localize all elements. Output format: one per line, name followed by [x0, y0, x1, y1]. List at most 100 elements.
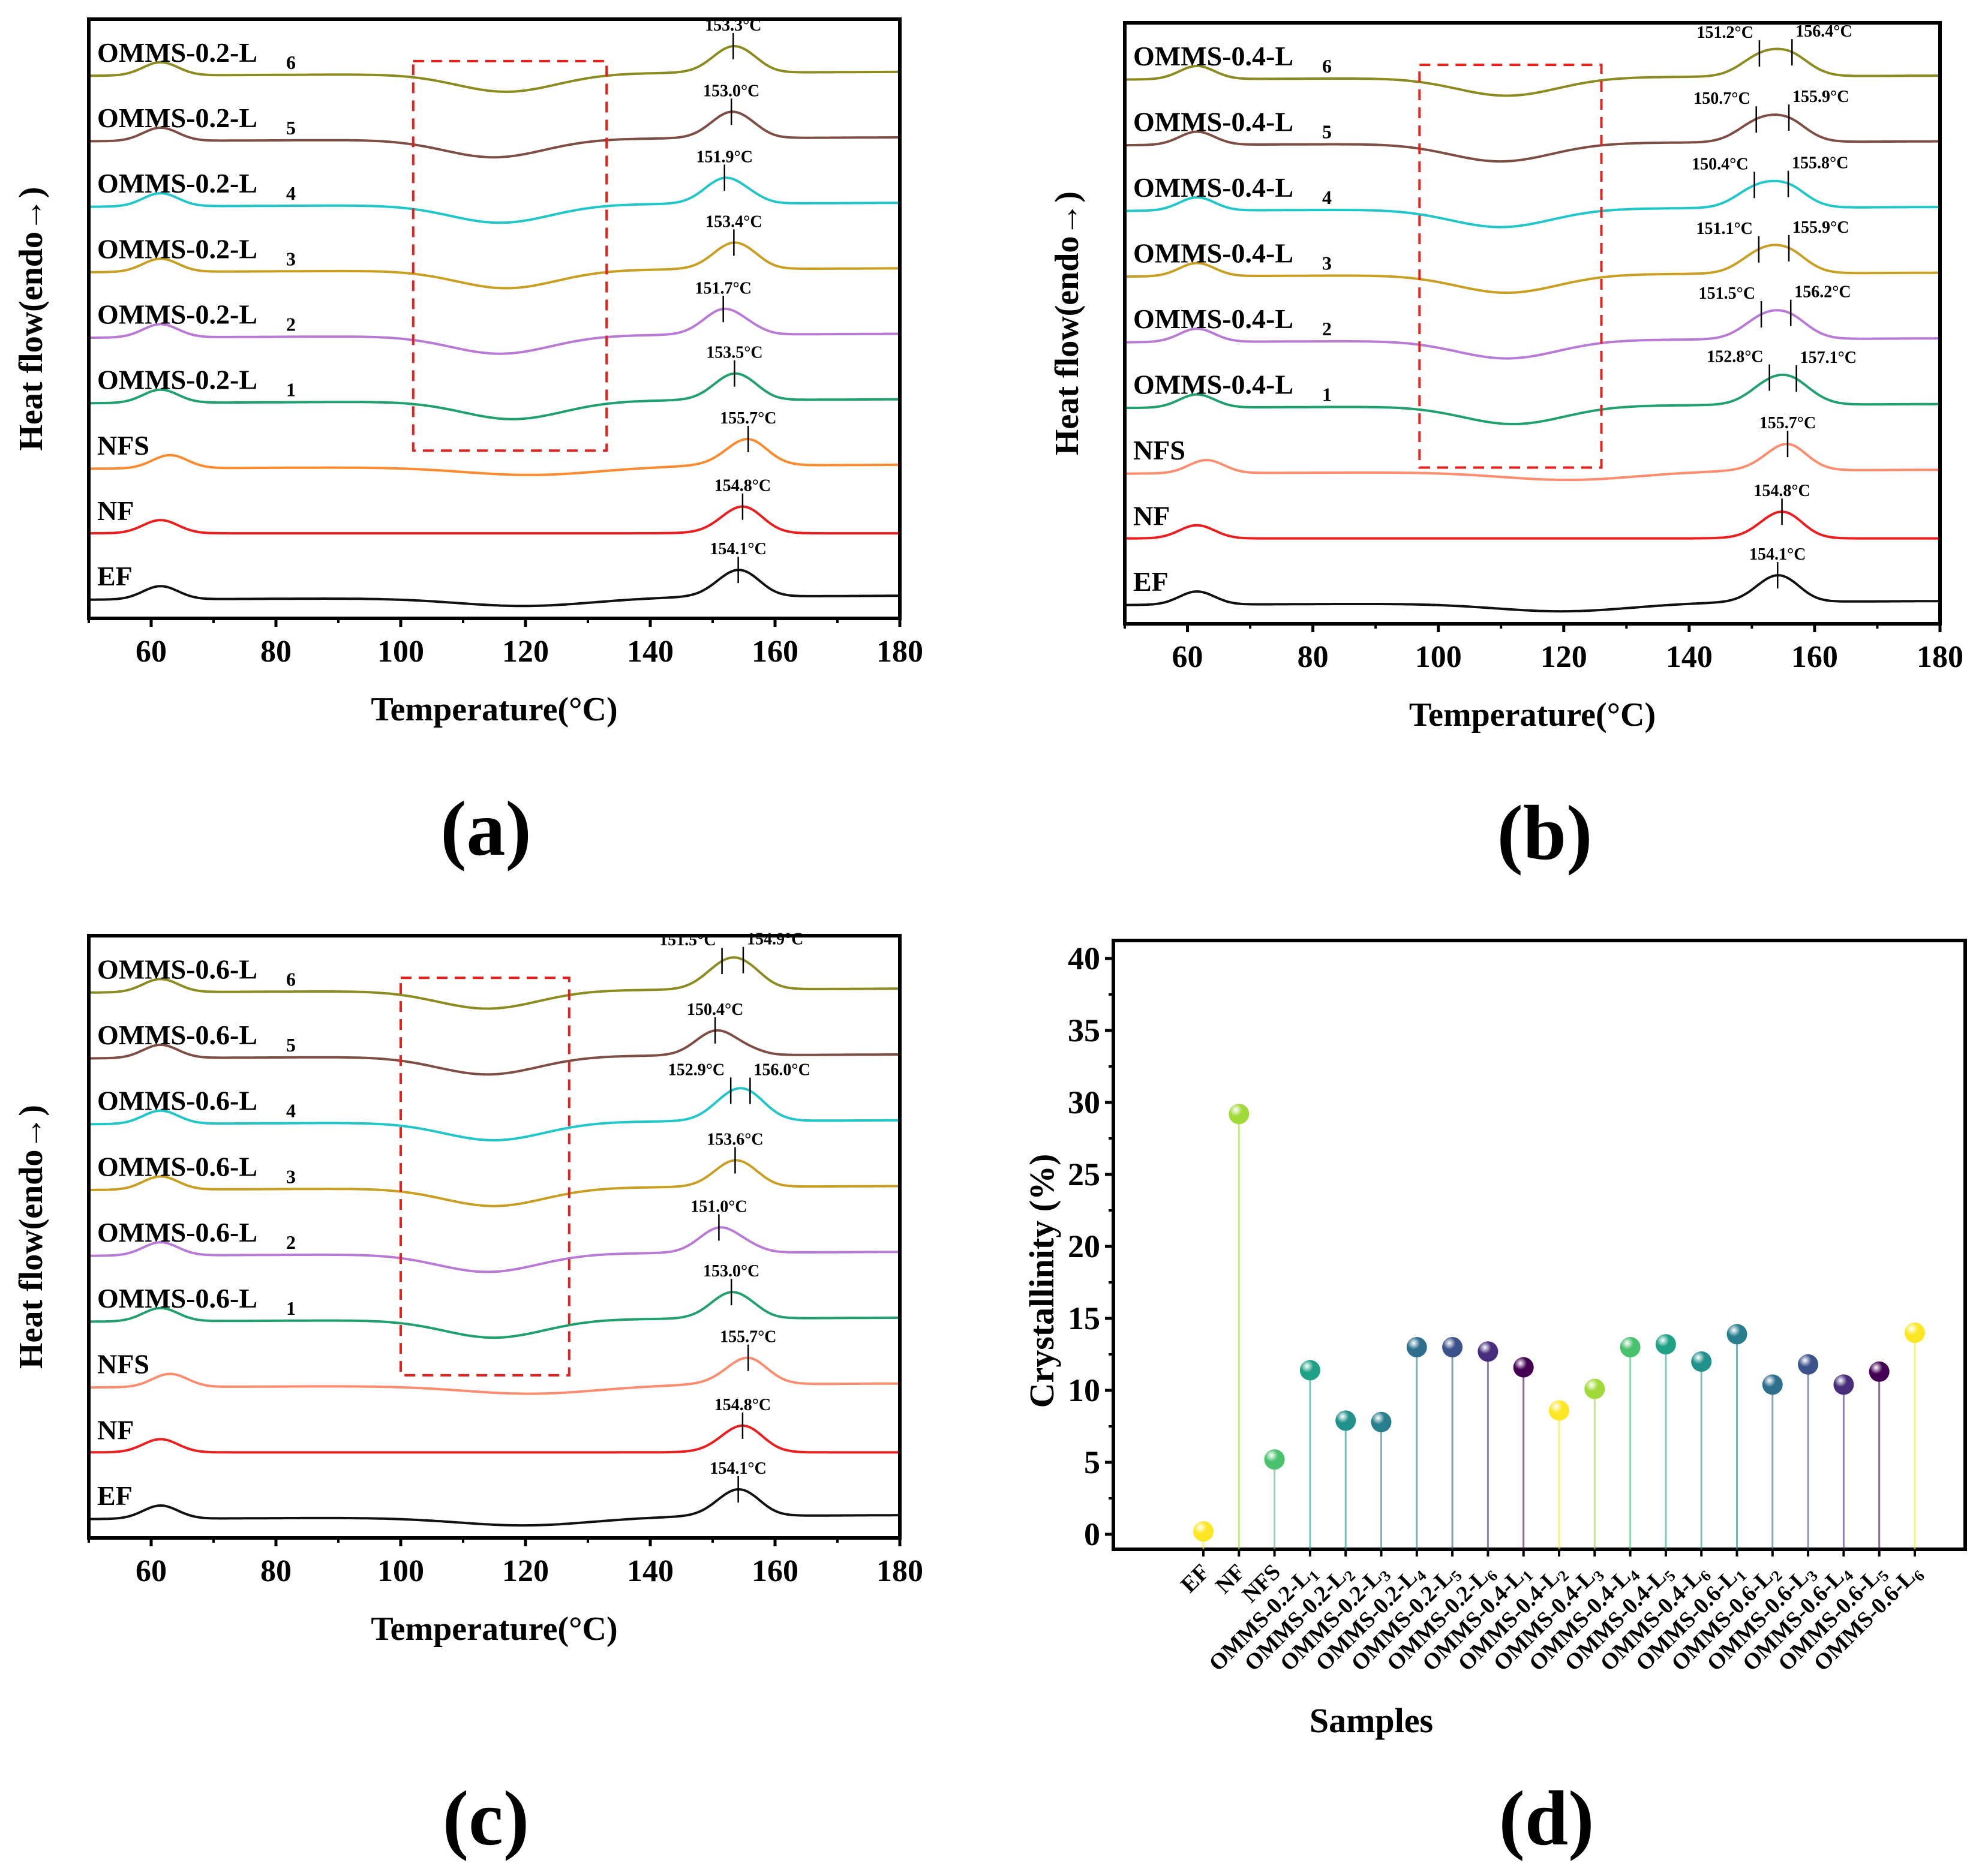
x-tick-label: 60: [136, 1554, 167, 1588]
dsc-curve: [89, 241, 900, 290]
x-tick-label: 60: [1172, 640, 1203, 674]
trace-label-subscript: 1: [286, 379, 296, 401]
x-tick-label: 180: [876, 1554, 923, 1588]
peak-temperature-label: 154.1°C: [1749, 545, 1806, 564]
x-tick-label: 120: [1540, 640, 1587, 674]
peak-temperature-label: 154.9°C: [747, 930, 803, 949]
trace-label-subscript: 2: [286, 314, 296, 335]
trace-label: OMMS-0.4-L: [1133, 172, 1293, 203]
dsc-curve: [1125, 373, 1940, 425]
x-tick-label: 160: [752, 635, 798, 669]
x-tick-label: 120: [502, 635, 549, 669]
trace-label-subscript: 5: [1322, 121, 1332, 143]
plot-frame: [1112, 939, 1967, 1551]
y-tick-label: 25: [1068, 1156, 1100, 1192]
trace-label: OMMS-0.2-L: [97, 299, 257, 330]
dsc-curve: [89, 1029, 900, 1076]
data-point: [1299, 1360, 1320, 1381]
x-tick-label: 80: [260, 1554, 292, 1588]
data-point: [1584, 1378, 1605, 1399]
y-axis-title: Heat flow(endo→): [13, 187, 50, 450]
dsc-curve: [1125, 443, 1941, 482]
trace-label: EF: [97, 561, 133, 591]
x-tick-label: 180: [876, 635, 923, 669]
dsc-curve: [88, 110, 900, 159]
dsc-curve: [1125, 179, 1940, 229]
trace-label: OMMS-0.6-L: [97, 1151, 257, 1182]
peak-temperature-label: 155.7°C: [1759, 414, 1816, 432]
trace-label: NF: [97, 495, 134, 526]
dsc-curve: [1125, 309, 1940, 360]
trace-label: NFS: [1133, 435, 1185, 465]
trace-label-subscript: 5: [286, 1034, 296, 1056]
dsc-curve: [88, 1226, 900, 1273]
trace-label-subscript: 3: [1322, 253, 1332, 274]
peak-temperature-label: 155.9°C: [1792, 88, 1849, 106]
y-tick-label: 15: [1068, 1300, 1100, 1336]
peak-temperature-label: 154.8°C: [714, 1396, 771, 1414]
trace-label-subscript: 3: [286, 1165, 296, 1187]
x-axis-title: Samples: [1310, 1701, 1433, 1740]
x-tick-label: 100: [377, 1554, 424, 1588]
data-point: [1442, 1337, 1463, 1357]
trace-label: OMMS-0.6-L: [97, 1020, 257, 1050]
peak-temperature-label: 153.4°C: [705, 212, 762, 231]
data-point: [1620, 1337, 1641, 1357]
peak-temperature-label: 155.7°C: [720, 409, 776, 428]
trace-label-subscript: 3: [286, 248, 296, 269]
dsc-curve: [89, 1087, 900, 1142]
trace-label: NF: [97, 1414, 134, 1445]
peak-temperature-label: 154.1°C: [710, 540, 766, 558]
y-tick-label: 35: [1068, 1012, 1100, 1048]
trace-label: OMMS-0.6-L: [97, 1086, 257, 1116]
peak-temperature-label: 151.1°C: [1696, 220, 1752, 238]
trace-label: OMMS-0.2-L: [97, 233, 257, 264]
trace-label: NFS: [97, 1349, 149, 1380]
x-tick-label: 60: [136, 635, 167, 669]
highlight-box: [412, 59, 608, 452]
peak-temperature-label: 156.0°C: [753, 1061, 810, 1080]
data-point: [1655, 1334, 1676, 1355]
y-axis-title: Crystallinity (%): [1022, 1154, 1061, 1408]
peak-temperature-label: 155.7°C: [720, 1328, 776, 1347]
data-point: [1371, 1411, 1392, 1432]
trace-label: OMMS-0.2-L: [97, 365, 257, 395]
trace-label: OMMS-0.6-L: [97, 1283, 257, 1314]
panel-label: (d): [1499, 1775, 1594, 1862]
data-point: [1513, 1357, 1534, 1378]
panel-d-crystallinity-plot: 0510152025303540EFNFNFSOMMS-0.2-L1OMMS-0…: [1022, 939, 1967, 1862]
x-axis-title: Temperature(°C): [1409, 696, 1656, 734]
x-axis-title: Temperature(°C): [371, 1610, 617, 1648]
x-axis-title: Temperature(°C): [371, 691, 617, 728]
dsc-curve: [89, 1356, 900, 1395]
dsc-curve: [89, 44, 900, 94]
trace-label-subscript: 6: [286, 52, 296, 73]
dsc-curve: [1125, 510, 1940, 540]
x-tick-label: 100: [1415, 640, 1462, 674]
data-point: [1335, 1410, 1356, 1431]
dsc-curve: [1125, 244, 1940, 295]
highlight-box: [1418, 64, 1603, 469]
x-tick-label: 140: [627, 635, 674, 669]
peak-temperature-label: 153.5°C: [706, 344, 762, 362]
panel-label: (b): [1497, 790, 1593, 876]
peak-temperature-label: 151.2°C: [1697, 23, 1753, 42]
y-tick-label: 0: [1084, 1516, 1100, 1552]
dsc-curve: [89, 1159, 900, 1207]
peak-temperature-label: 150.4°C: [1692, 155, 1748, 173]
trace-label-subscript: 2: [286, 1231, 296, 1253]
trace-label-subscript: 1: [286, 1297, 296, 1319]
peak-temperature-label: 153.6°C: [707, 1130, 763, 1149]
data-point: [1726, 1324, 1747, 1345]
dsc-curve: [1124, 47, 1940, 97]
y-tick-label: 5: [1084, 1444, 1100, 1480]
peak-temperature-label: 151.7°C: [695, 279, 751, 298]
peak-temperature-label: 150.7°C: [1693, 89, 1750, 108]
data-point: [1478, 1341, 1498, 1362]
trace-label: OMMS-0.4-L: [1133, 107, 1293, 137]
x-tick-label: 160: [752, 1554, 798, 1588]
trace-label-subscript: 4: [286, 1100, 296, 1122]
peak-temperature-label: 154.8°C: [1753, 482, 1810, 500]
x-tick-label: 80: [260, 635, 292, 669]
